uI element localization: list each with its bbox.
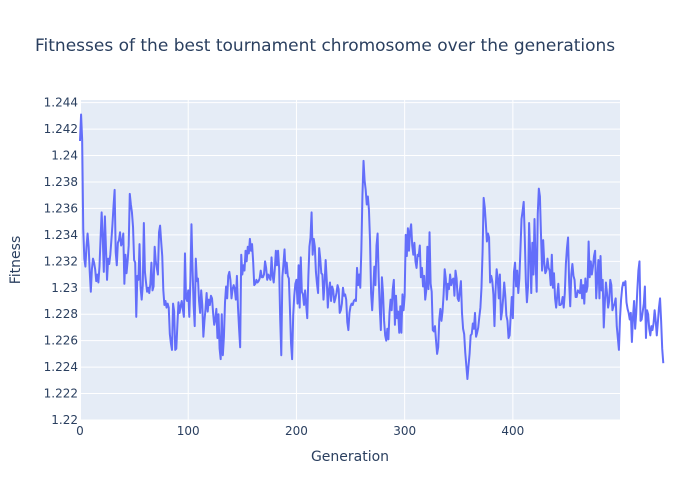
y-tick-label: 1.222: [44, 387, 78, 401]
x-tick-label: 300: [393, 424, 416, 438]
y-tick-label: 1.23: [51, 281, 78, 295]
y-tick-label: 1.228: [44, 307, 78, 321]
y-tick-label: 1.232: [44, 254, 78, 268]
chart-title: Fitnesses of the best tournament chromos…: [35, 36, 615, 56]
y-tick-label: 1.238: [44, 175, 78, 189]
y-axis: 1.22 1.222 1.224 1.226 1.228 1.23 1.232 1.234 1.…: [44, 96, 78, 427]
y-axis-title: Fitness: [8, 236, 24, 285]
series-line: [79, 113, 665, 381]
y-tick-label: 1.224: [44, 360, 78, 374]
x-tick-label: 400: [501, 424, 524, 438]
y-tick-label: 1.242: [44, 122, 78, 136]
y-tick-label: 1.244: [44, 96, 78, 110]
x-tick-label: 100: [177, 424, 200, 438]
y-tick-label: 1.236: [44, 201, 78, 215]
x-axis: 0 100 200 300 400: [76, 424, 524, 438]
plot-area: [80, 100, 620, 420]
x-tick-label: 0: [76, 424, 84, 438]
grid: [79, 100, 620, 421]
y-tick-label: 1.234: [44, 228, 78, 242]
x-axis-title: Generation: [311, 449, 389, 465]
y-tick-label: 1.22: [51, 413, 78, 427]
x-tick-label: 200: [285, 424, 308, 438]
y-tick-label: 1.24: [51, 149, 78, 163]
y-tick-label: 1.226: [44, 334, 78, 348]
